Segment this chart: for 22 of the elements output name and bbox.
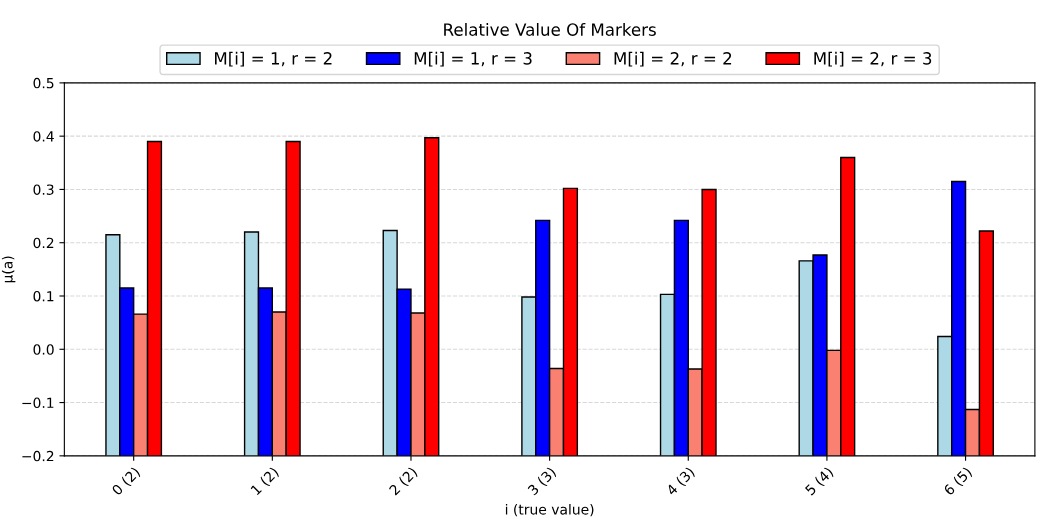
legend-label: M[i] = 2, r = 2 <box>614 51 732 67</box>
x-tick-label: 5 (4) <box>804 466 835 497</box>
x-tick-label: 3 (3) <box>527 466 558 497</box>
x-tick-label: 4 (3) <box>665 466 697 498</box>
y-tick-label: −0.2 <box>22 450 54 462</box>
legend-label: M[i] = 1, r = 3 <box>414 51 532 67</box>
chart-title: Relative Value Of Markers <box>444 22 656 36</box>
legend-label: M[i] = 2, r = 3 <box>814 51 932 67</box>
x-tick-label: 0 (2) <box>111 466 142 497</box>
y-tick-label: 0.4 <box>33 131 54 142</box>
x-axis-title: i (true value) <box>505 503 594 517</box>
legend-label: M[i] = 1, r = 2 <box>215 51 332 67</box>
y-tick-label: 0.3 <box>33 184 54 195</box>
y-tick-label: 0.2 <box>33 237 54 249</box>
x-tick-label: 1 (2) <box>250 466 281 497</box>
x-tick-label: 6 (5) <box>942 466 974 497</box>
y-tick-label: 0.1 <box>33 290 54 302</box>
y-tick-label: 0.5 <box>33 77 54 89</box>
y-axis-title: μ(a) <box>1 256 16 283</box>
x-tick-label: 2 (2) <box>388 466 419 497</box>
y-tick-label: 0.0 <box>33 344 54 355</box>
y-tick-label: −0.1 <box>22 397 54 409</box>
